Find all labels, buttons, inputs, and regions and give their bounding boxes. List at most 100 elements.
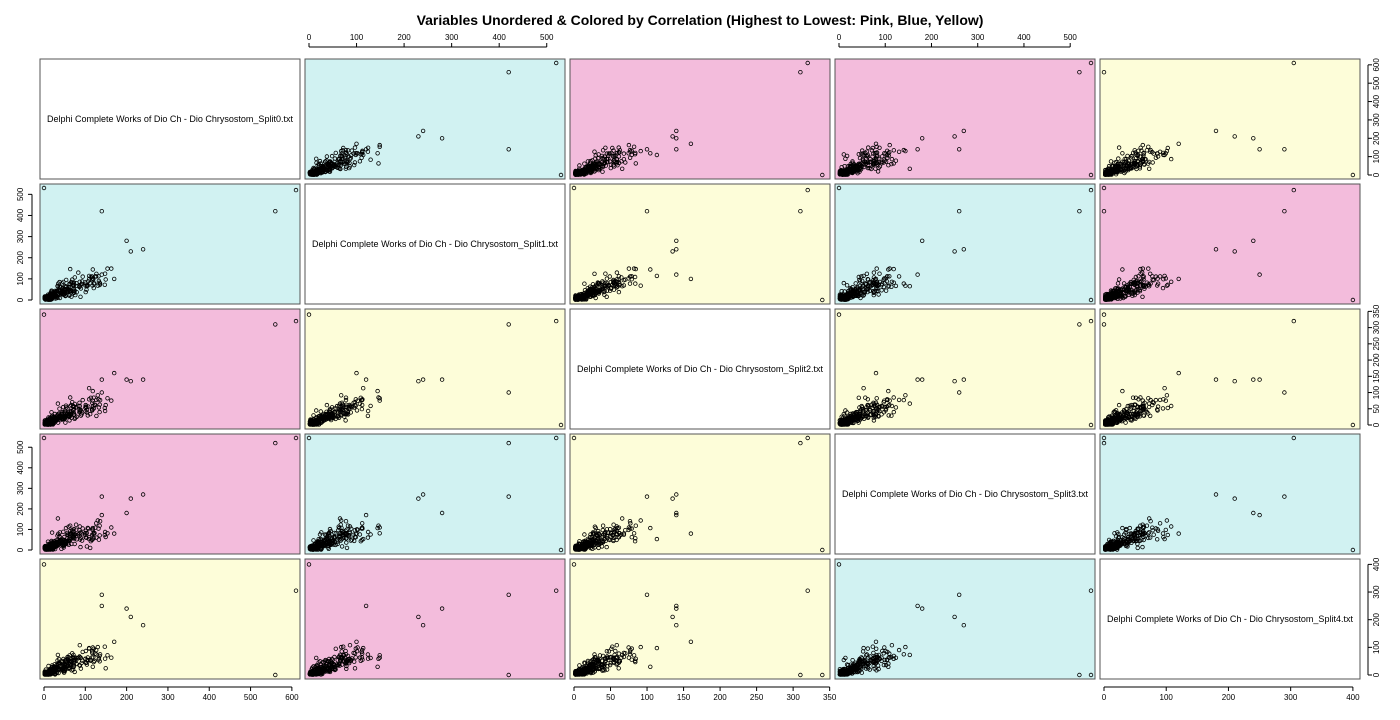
variable-label-3: Delphi Complete Works of Dio Ch - Dio Ch… [842, 489, 1088, 499]
point-2-0-144 [80, 397, 85, 403]
point-1-4-233 [1116, 277, 1122, 282]
point-2-4-316 [1108, 420, 1113, 426]
point-0-1-327 [420, 128, 426, 134]
point-1-0-290 [86, 279, 91, 284]
point-0-3-194 [896, 149, 902, 154]
point-0-2-302 [631, 144, 637, 149]
point-0-3-319 [841, 171, 846, 176]
point-0-2-269 [602, 156, 607, 162]
point-3-0-146 [89, 537, 95, 543]
point-1-3-164 [871, 270, 877, 275]
point-0-4-146 [1141, 151, 1146, 156]
point-0-1-74 [314, 156, 319, 161]
point-2-4-319 [1103, 420, 1109, 425]
point-0-2-305 [616, 160, 622, 166]
point-0-4-302 [1146, 144, 1151, 149]
point-1-2-122 [627, 281, 633, 286]
point-0-4-315 [1102, 170, 1108, 175]
point-1-2-88 [619, 275, 624, 280]
point-2-0-321 [41, 312, 47, 317]
point-2-1-318 [319, 417, 325, 422]
point-2-4-328 [1282, 390, 1287, 395]
point-0-1-258 [335, 162, 340, 168]
point-1-3-327 [961, 247, 966, 252]
point-0-2-307 [588, 166, 594, 171]
point-0-3-120 [874, 150, 879, 156]
point-1-3-331 [873, 276, 879, 282]
point-1-3-186 [861, 273, 866, 279]
point-1-4-179 [1114, 286, 1119, 291]
point-0-2-303 [614, 159, 620, 165]
point-1-0-326 [128, 249, 133, 254]
point-1-3-275 [876, 292, 881, 297]
point-1-2-105 [633, 281, 638, 286]
point-1-2-256 [582, 288, 588, 293]
point-2-0-328 [99, 390, 104, 395]
point-2-4-326 [1232, 379, 1237, 384]
point-0-3-325 [1088, 60, 1094, 66]
point-1-4-308 [1111, 294, 1116, 299]
point-0-2-200 [621, 156, 627, 162]
point-2-3-328 [957, 390, 962, 395]
point-1-3-304 [868, 284, 873, 289]
point-2-1-237 [330, 410, 336, 416]
point-0-3-197 [887, 142, 892, 148]
point-0-3-327 [961, 128, 966, 134]
point-1-3-35 [891, 266, 896, 272]
point-0-1-309 [320, 163, 325, 169]
point-1-4-327 [1213, 247, 1219, 252]
point-0-4-329 [1251, 136, 1256, 141]
point-0-4-304 [1143, 156, 1148, 162]
point-3-0-327 [140, 492, 146, 497]
point-1-4-268 [1132, 282, 1137, 288]
point-2-3-122 [901, 397, 906, 403]
point-2-4-310 [1109, 420, 1115, 426]
point-2-0-290 [86, 404, 91, 409]
point-2-0-175 [55, 401, 61, 406]
point-1-4-330 [1257, 272, 1262, 277]
point-0-4-62 [1116, 156, 1121, 161]
point-2-1-331 [354, 370, 359, 376]
point-1-4-312 [1108, 288, 1114, 293]
point-1-0-239 [79, 279, 85, 284]
point-2-4-198 [1141, 413, 1146, 418]
point-2-0-296 [71, 412, 77, 417]
point-0-1-268 [340, 148, 345, 153]
point-3-0-99 [102, 529, 108, 535]
point-1-0-295 [71, 290, 77, 295]
point-2-0-302 [105, 396, 110, 401]
point-0-4-319 [1103, 171, 1109, 176]
point-2-1-233 [352, 402, 358, 408]
point-1-0-289 [96, 278, 102, 284]
point-0-1-35 [376, 161, 381, 166]
point-0-1-233 [352, 145, 358, 150]
point-0-1-307 [320, 166, 325, 171]
point-2-3-292 [883, 406, 889, 412]
point-3-0-289 [96, 537, 102, 542]
point-1-4-324 [1101, 208, 1107, 214]
point-2-3-321 [836, 312, 842, 317]
point-2-1-223 [324, 402, 330, 408]
point-1-2-330 [674, 272, 679, 277]
point-0-2-312 [585, 159, 591, 164]
point-3-0-223 [83, 535, 88, 540]
point-0-4-318 [1115, 164, 1121, 170]
panel-0-0 [39, 58, 301, 180]
point-0-3-278 [856, 151, 861, 157]
point-1-3-309 [847, 291, 852, 297]
point-0-1-175 [337, 166, 343, 171]
point-2-0-198 [85, 413, 90, 418]
point-2-0-268 [97, 402, 102, 407]
point-2-1-326 [416, 379, 421, 384]
point-2-1-159 [327, 409, 332, 414]
point-2-4-284 [1123, 413, 1128, 419]
point-0-4-268 [1132, 148, 1137, 153]
point-0-2-330 [674, 147, 679, 152]
point-0-1-239 [348, 155, 353, 161]
point-0-4-141 [1128, 156, 1134, 161]
point-1-2-294 [600, 288, 605, 293]
point-1-3-198 [886, 283, 891, 288]
point-2-0-312 [72, 416, 77, 421]
point-0-2-327 [674, 128, 679, 134]
point-2-1-99 [365, 408, 371, 414]
